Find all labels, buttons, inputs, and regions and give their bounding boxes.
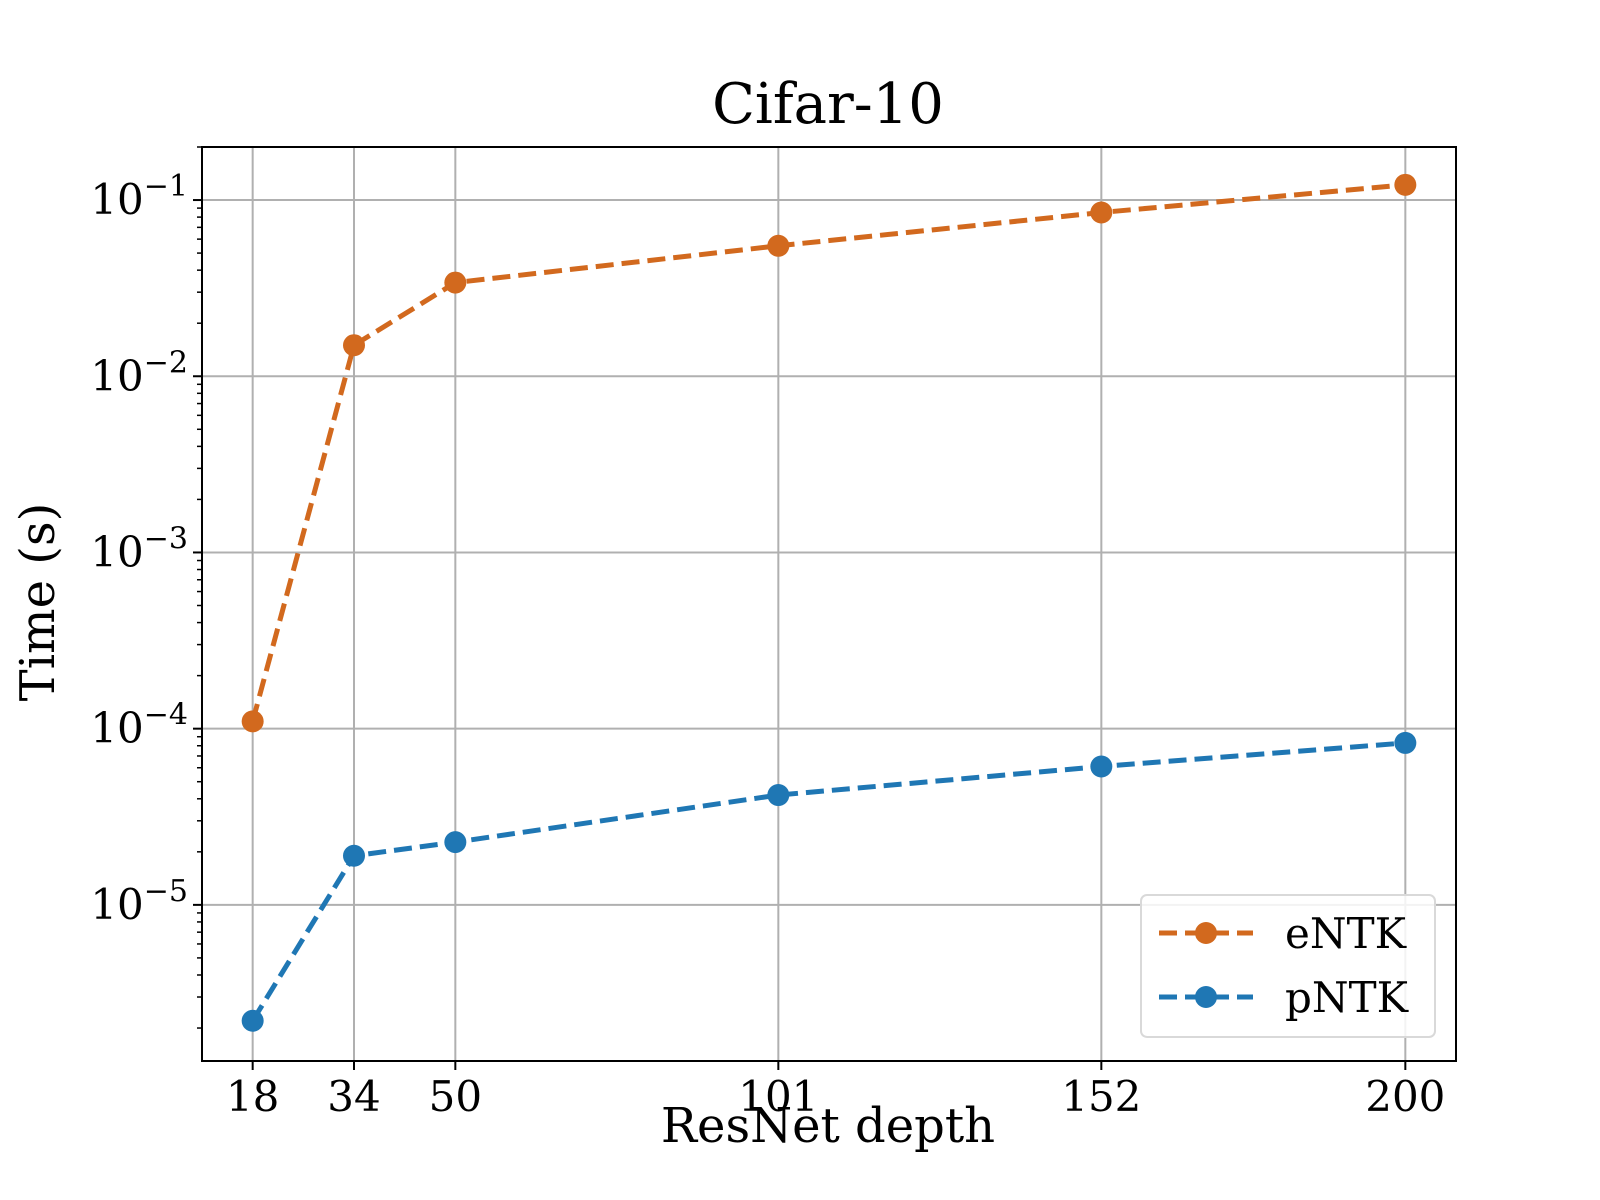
y-ticks: 10−5 10−4 10−3 10−2 10−1 xyxy=(90,169,202,929)
x-tick-label: 152 xyxy=(1061,1072,1141,1121)
x-tick-label: 18 xyxy=(226,1072,279,1121)
data-point xyxy=(767,784,790,807)
chart-title: Cifar-10 xyxy=(712,72,944,137)
legend-marker xyxy=(1195,922,1217,944)
x-tick-label: 50 xyxy=(429,1072,482,1121)
data-point xyxy=(241,710,264,733)
data-point xyxy=(444,831,467,854)
data-point xyxy=(343,844,365,867)
data-point xyxy=(1090,755,1113,778)
series-line xyxy=(250,182,1406,723)
data-point xyxy=(1394,731,1417,754)
y-tick-label: 10−1 xyxy=(90,169,188,224)
x-tick-label: 101 xyxy=(738,1072,818,1121)
legend-label: pNTK xyxy=(1285,973,1410,1022)
y-axis-label: Time (s) xyxy=(10,503,66,702)
x-tick-label: 200 xyxy=(1365,1072,1445,1121)
legend: eNTK pNTK xyxy=(1140,894,1436,1038)
series-layer xyxy=(241,173,1417,1032)
data-point xyxy=(343,334,365,357)
x-axis-label: ResNet depth xyxy=(661,1098,995,1154)
x-tick-label: 34 xyxy=(327,1072,380,1121)
axes-frame xyxy=(201,146,1457,1062)
data-point xyxy=(444,271,467,294)
y-tick-label: 10−5 xyxy=(90,874,188,929)
legend-marker xyxy=(1195,986,1217,1008)
series-entk xyxy=(241,173,1417,733)
y-tick-label: 10−4 xyxy=(90,698,188,753)
y-tick-label: 10−2 xyxy=(90,345,188,400)
series-line xyxy=(250,740,1406,1023)
y-tick-label: 10−3 xyxy=(90,521,188,576)
x-ticks: 18 34 50 101 152 200 xyxy=(226,1061,1445,1121)
legend-label: eNTK xyxy=(1285,909,1408,958)
series-pntk xyxy=(241,731,1417,1032)
data-point xyxy=(1090,201,1113,224)
data-point xyxy=(241,1009,264,1032)
data-point xyxy=(767,234,790,257)
data-point xyxy=(1394,173,1417,196)
grid xyxy=(202,147,1456,1061)
